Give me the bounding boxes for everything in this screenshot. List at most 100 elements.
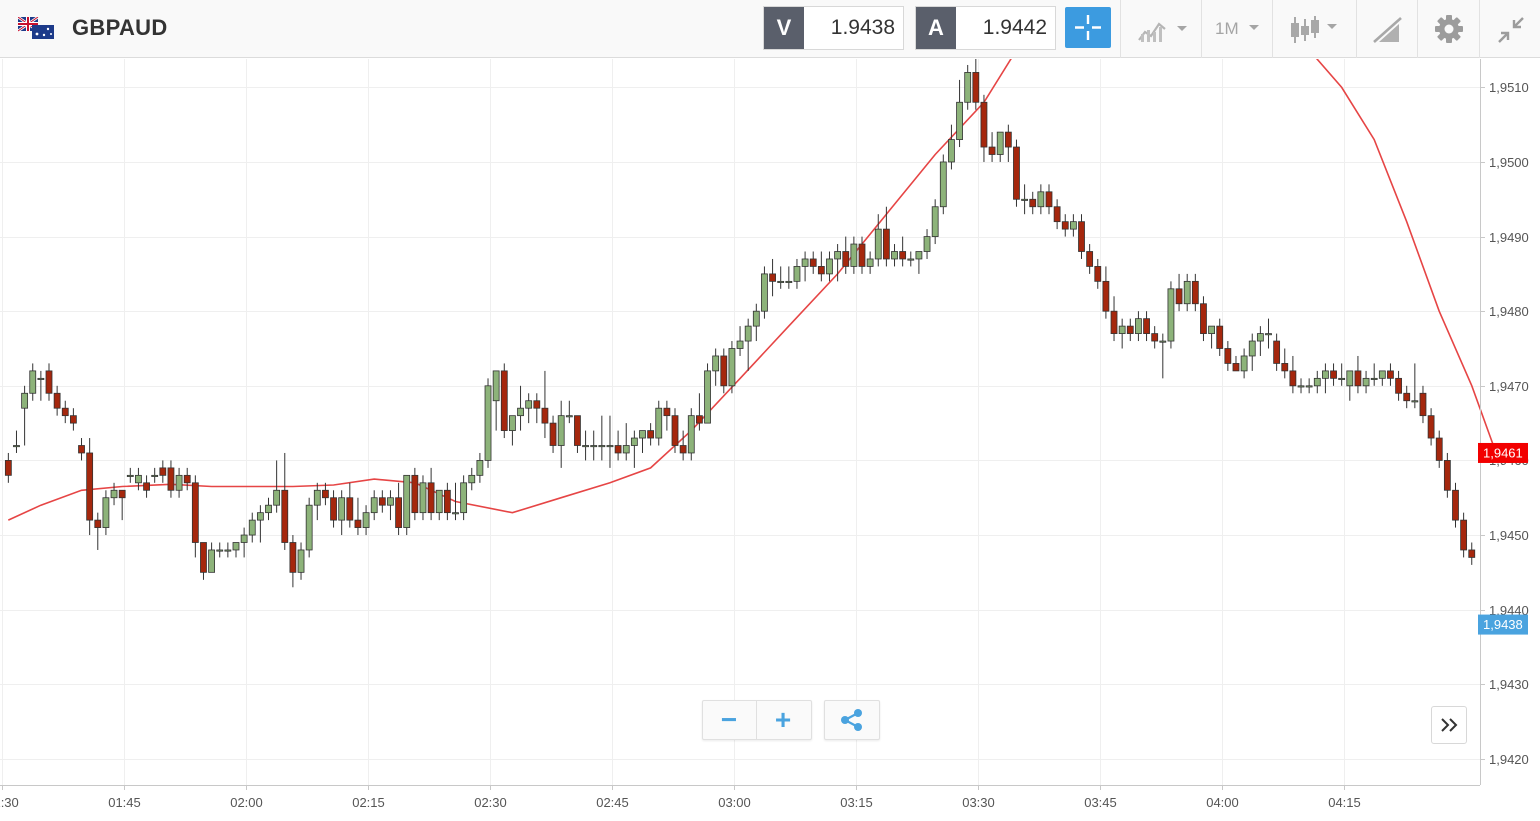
- candle: [346, 482, 354, 528]
- candle-body-up: [801, 258, 809, 267]
- candle-body-up: [1346, 370, 1354, 387]
- chart-type-button[interactable]: [1272, 0, 1356, 58]
- candle: [313, 482, 321, 521]
- candle: [809, 251, 817, 274]
- candle-body-down: [118, 489, 126, 499]
- candle: [265, 497, 272, 521]
- candle-body-up: [1021, 198, 1028, 201]
- candle: [411, 467, 419, 521]
- candle: [761, 266, 768, 319]
- x-tick-label: 02:45: [596, 795, 629, 810]
- candle: [395, 482, 402, 536]
- sell-price-box[interactable]: V 1.9438: [763, 6, 904, 50]
- price-axis: 1,94201,94301,94401,94501,94601,94701,94…: [1480, 80, 1529, 767]
- candle-body-down: [378, 497, 386, 506]
- candle-body-down: [1452, 489, 1459, 521]
- candle-body-up: [630, 437, 638, 446]
- candle-body-up: [598, 445, 606, 448]
- candle: [801, 251, 809, 282]
- indicators-button[interactable]: [1120, 0, 1201, 58]
- candle-body-down: [1395, 377, 1402, 394]
- candle-body-down: [61, 407, 69, 417]
- y-tick-label: 1,9420: [1489, 752, 1529, 767]
- price-chart[interactable]: 1,94201,94301,94401,94501,94601,94701,94…: [0, 59, 1540, 821]
- candle: [1452, 482, 1459, 528]
- minimize-icon: [1498, 17, 1524, 43]
- drawing-tools-button[interactable]: [1356, 0, 1417, 58]
- candle-body-down: [1443, 460, 1451, 491]
- buy-price-box[interactable]: A 1.9442: [915, 6, 1056, 50]
- crosshair-button[interactable]: [1065, 7, 1111, 48]
- candle: [1037, 184, 1045, 215]
- candle: [248, 512, 256, 543]
- candle: [330, 490, 337, 528]
- candle-body-up: [509, 415, 516, 431]
- zoom-in-button[interactable]: +: [774, 704, 792, 735]
- candle-body-up: [712, 355, 720, 372]
- candle-body-up: [452, 512, 459, 515]
- candle: [744, 318, 752, 371]
- candle: [1004, 124, 1012, 162]
- candle: [696, 393, 703, 431]
- candle: [882, 206, 890, 267]
- candle: [1427, 408, 1435, 446]
- candle-body-down: [183, 474, 191, 484]
- candle-body-up: [565, 415, 573, 418]
- candle: [1191, 273, 1199, 312]
- candle: [1322, 363, 1329, 394]
- candle-body-up: [1183, 280, 1191, 305]
- candle-body-down: [720, 355, 728, 387]
- sell-label: V: [764, 7, 804, 49]
- candle: [834, 244, 842, 282]
- scroll-to-latest-button[interactable]: [1431, 706, 1467, 744]
- timeframe-select[interactable]: 1M: [1201, 0, 1272, 58]
- candle: [948, 124, 955, 170]
- share-button[interactable]: [824, 700, 880, 740]
- x-tick-label: 01:45: [108, 795, 141, 810]
- candle: [980, 94, 988, 162]
- candle: [1378, 370, 1386, 386]
- candle-body-down: [663, 407, 671, 417]
- candle-body-up: [1265, 333, 1272, 336]
- candle: [557, 400, 565, 468]
- candle: [850, 236, 858, 274]
- candle-body-down: [1281, 363, 1289, 372]
- crosshair-icon: [1075, 15, 1101, 40]
- candle: [167, 460, 175, 498]
- candle-body-down: [200, 542, 207, 573]
- candle: [736, 326, 744, 356]
- candle-body-up: [826, 258, 833, 275]
- candle: [151, 467, 159, 483]
- candle: [1281, 348, 1289, 379]
- candle-body-down: [159, 467, 167, 476]
- candle-body-down: [1053, 206, 1061, 223]
- candle-body-up: [931, 206, 939, 237]
- zoom-out-button[interactable]: −: [720, 704, 738, 735]
- candle-body-down: [1191, 280, 1199, 305]
- candle: [191, 475, 199, 558]
- candle-body-down: [1216, 325, 1224, 349]
- minimize-button[interactable]: [1479, 0, 1540, 58]
- candles-icon: [1291, 16, 1337, 43]
- candle-body-up: [313, 489, 321, 506]
- candle: [1443, 452, 1451, 498]
- settings-button[interactable]: [1417, 0, 1479, 58]
- candle-body-down: [1330, 370, 1337, 379]
- candle-body-up: [777, 280, 785, 283]
- current-price-label-bg: [1478, 442, 1528, 463]
- candle-body-down: [1086, 251, 1094, 267]
- candle-body-up: [891, 251, 898, 260]
- candle-body-up: [273, 489, 281, 506]
- candle: [1208, 325, 1215, 349]
- candle-body-up: [208, 549, 216, 573]
- candle: [939, 154, 947, 215]
- candle: [1232, 355, 1240, 372]
- double-chevron-right-icon: [1441, 718, 1458, 732]
- candle-body-up: [948, 139, 955, 163]
- candle: [655, 400, 663, 446]
- candle-body-up: [1362, 377, 1370, 387]
- candle-body-down: [1110, 310, 1118, 334]
- candle: [468, 467, 476, 491]
- candle: [1468, 542, 1476, 565]
- candle-body-up: [1159, 340, 1167, 343]
